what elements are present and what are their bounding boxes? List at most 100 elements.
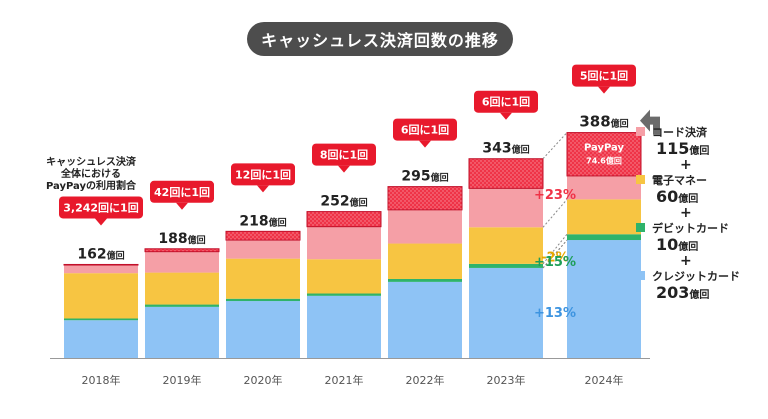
bar-credit-1 (145, 306, 219, 358)
year-label-6: 2024年 (585, 373, 624, 387)
connector-line-0 (542, 132, 568, 160)
bar-paypay-2 (225, 230, 301, 241)
total-value-6: 388 (579, 113, 610, 131)
paypay-value: 74.6億回 (586, 156, 622, 166)
ratio-bubble-text-0: 3,242回に1回 (63, 200, 138, 214)
total-value-2: 218 (239, 213, 268, 229)
total-value-5: 343 (482, 141, 511, 157)
bar-credit-5 (469, 267, 543, 358)
chart-title: キャッシュレス決済回数の推移 (247, 22, 513, 56)
bar-paypay-5 (468, 158, 544, 189)
total-unit-2: 億回 (269, 216, 287, 228)
year-label-0: 2018年 (82, 373, 121, 387)
year-label-5: 2023年 (487, 373, 526, 387)
connector-line-1 (542, 199, 568, 228)
ratio-bubble-tail-0 (95, 218, 107, 226)
bar-paypay-0 (63, 263, 139, 266)
growth-label-credit: +13% (534, 306, 576, 321)
ratio-bubble-text-4: 6回に1回 (401, 123, 449, 137)
legend-swatch-debit (636, 223, 645, 232)
legend-label-debit: デビットカード (652, 222, 729, 235)
pointer-arrow (640, 109, 660, 135)
bar-emoney-1 (145, 272, 219, 305)
bar-debit-0 (64, 318, 138, 321)
bar-debit-1 (145, 304, 219, 307)
year-label-4: 2022年 (406, 373, 445, 387)
bar-emoney-4 (388, 243, 462, 279)
total-label-3: 252億回 (320, 194, 367, 210)
total-unit-1: 億回 (188, 234, 206, 246)
legend-label-code: コード決済 (652, 126, 707, 139)
bar-emoney-2 (226, 258, 300, 299)
ratio-bubble-tail-1 (176, 202, 188, 210)
legend-swatch-code (636, 127, 645, 136)
bar-emoney-6 (567, 199, 641, 235)
bar-debit-4 (388, 278, 462, 282)
total-value-4: 295 (401, 169, 430, 185)
legend-label-credit: クレジットカード (652, 270, 740, 283)
ratio-bubble-5 (474, 90, 538, 113)
bar-credit-6 (567, 240, 641, 358)
bar-credit-3 (307, 295, 381, 358)
ratio-bubble-1 (150, 180, 214, 203)
paypay-share-caption: キャッシュレス決済 全体における PayPayの利用割合 (36, 157, 146, 193)
ratio-bubble-6 (572, 64, 636, 87)
bar-debit-3 (307, 293, 381, 296)
ratio-bubble-0 (59, 196, 143, 219)
bar-credit-2 (226, 301, 300, 358)
legend-plus-2: + (680, 205, 692, 221)
ratio-bubble-text-1: 42回に1回 (154, 185, 210, 199)
legend-value-emoney: 60億回 (656, 187, 699, 206)
bar-paypay-6 (566, 132, 642, 177)
legend-swatch-credit (636, 271, 645, 280)
bar-emoney-3 (307, 259, 381, 294)
legend-value-code: 115億回 (656, 139, 710, 158)
total-label-0: 162億回 (77, 246, 124, 262)
year-label-1: 2019年 (163, 373, 202, 387)
ratio-bubble-text-5: 6回に1回 (482, 95, 530, 109)
legend-value-credit: 203億回 (656, 283, 710, 302)
growth-label-emoney: -2% (541, 251, 568, 266)
ratio-bubble-tail-2 (257, 185, 269, 193)
ratio-bubble-tail-3 (338, 165, 350, 173)
bar-code-0 (64, 264, 138, 274)
legend-plus-1: + (680, 157, 692, 173)
ratio-bubble-text-2: 12回に1回 (235, 167, 291, 181)
total-unit-4: 億回 (431, 172, 449, 184)
share-caption-line-3: PayPayの利用割合 (45, 181, 137, 192)
bar-paypay-3 (306, 211, 382, 228)
bar-debit-5 (469, 263, 543, 268)
bar-credit-0 (64, 320, 138, 358)
legend-label-emoney: 電子マネー (652, 174, 707, 187)
legend-swatch-emoney (636, 175, 645, 184)
bar-emoney-0 (64, 273, 138, 319)
legend-value-debit: 10億回 (656, 235, 699, 254)
legend-plus-3: + (680, 253, 692, 269)
total-label-6: 388億回 (579, 113, 628, 131)
bar-paypay-1 (144, 248, 220, 253)
total-value-0: 162 (77, 246, 106, 262)
total-label-2: 218億回 (239, 213, 286, 229)
bar-debit-2 (226, 298, 300, 302)
bar-code-1 (145, 248, 219, 273)
paypay-label: PayPay (584, 143, 625, 154)
total-unit-6: 億回 (611, 118, 629, 130)
ratio-bubble-2 (231, 163, 295, 186)
year-label-2: 2020年 (244, 373, 283, 387)
growth-label-code: +23% (534, 188, 576, 203)
ratio-bubble-text-6: 5回に1回 (580, 69, 628, 83)
total-value-1: 188 (158, 231, 187, 247)
ratio-bubble-tail-5 (500, 112, 512, 120)
total-label-5: 343億回 (482, 141, 529, 157)
total-unit-5: 億回 (512, 144, 530, 156)
total-label-1: 188億回 (158, 231, 205, 247)
year-label-3: 2021年 (325, 373, 364, 387)
bar-debit-6 (567, 234, 641, 241)
bar-emoney-5 (469, 227, 543, 264)
ratio-bubble-tail-6 (598, 86, 610, 94)
growth-label-debit: +15% (534, 255, 576, 270)
total-value-3: 252 (320, 194, 349, 210)
bar-credit-4 (388, 281, 462, 358)
